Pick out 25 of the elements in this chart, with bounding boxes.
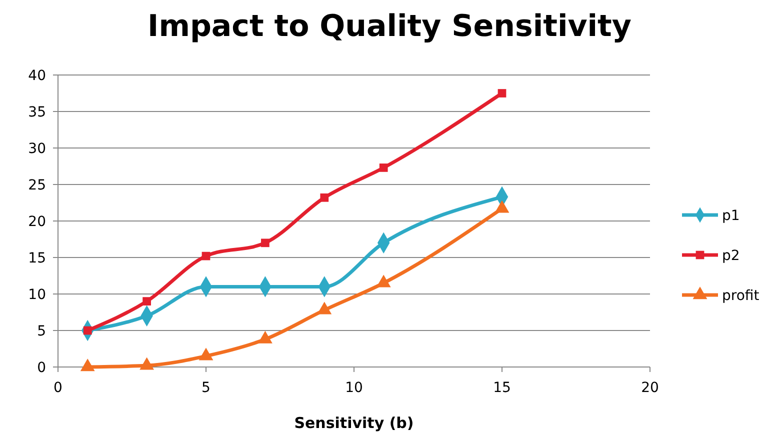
x-tick-label: 5 <box>202 380 210 396</box>
legend-label: p1 <box>722 208 740 224</box>
y-tick-label: 20 <box>28 214 46 230</box>
x-tick-label: 20 <box>641 380 659 396</box>
point <box>320 193 329 202</box>
x-tick-label: 0 <box>54 380 62 396</box>
legend-label: profit <box>722 288 760 304</box>
x-tick-label: 10 <box>345 380 363 396</box>
y-tick-label: 0 <box>37 360 46 376</box>
y-tick-label: 5 <box>37 323 46 340</box>
legend-label: p2 <box>722 248 740 264</box>
x-tick-label: 15 <box>493 380 511 396</box>
chart-title: Impact to Quality Sensitivity <box>148 9 632 44</box>
point <box>498 89 506 98</box>
point <box>379 164 388 172</box>
y-tick-label: 25 <box>28 177 46 194</box>
y-tick-label: 35 <box>28 104 46 120</box>
y-tick-label: 15 <box>28 250 46 266</box>
y-tick-label: 10 <box>28 286 46 303</box>
y-tick-label: 40 <box>28 68 46 84</box>
y-tick-label: 30 <box>28 140 46 157</box>
x-axis-title: Sensitivity (b) <box>294 414 414 432</box>
point <box>261 238 270 248</box>
point <box>202 252 210 260</box>
point <box>142 297 151 306</box>
